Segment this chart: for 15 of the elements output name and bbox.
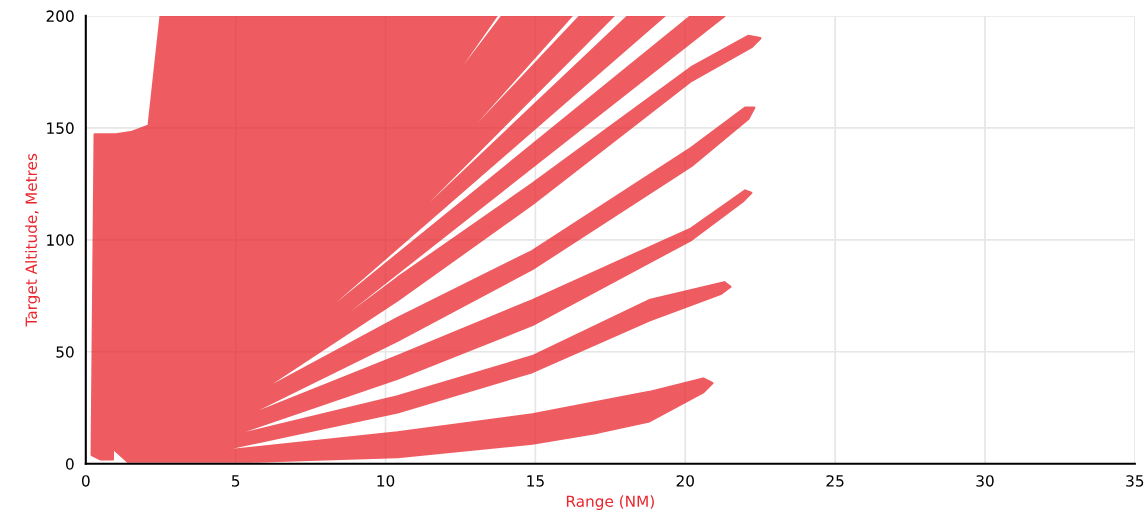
x-tick-label: 10 [377, 475, 395, 487]
x-tick-label: 25 [826, 475, 844, 487]
y-tick-label: 200 [46, 10, 74, 22]
y-tick-label: 50 [56, 346, 74, 358]
y-tick-label: 100 [47, 234, 74, 246]
x-tick-label: 20 [676, 475, 694, 487]
x-tick-label: 5 [231, 475, 240, 487]
y-axis-title: Target Altitude, Metres [25, 153, 40, 327]
x-tick-label: 35 [1126, 475, 1144, 487]
y-tick-label: 150 [47, 122, 74, 134]
x-tick-label: 0 [81, 475, 90, 487]
x-axis-title: Range (NM) [566, 495, 654, 510]
x-tick-label: 15 [527, 475, 544, 487]
y-tick-label: 0 [65, 458, 74, 470]
x-tick-label: 30 [976, 475, 994, 487]
